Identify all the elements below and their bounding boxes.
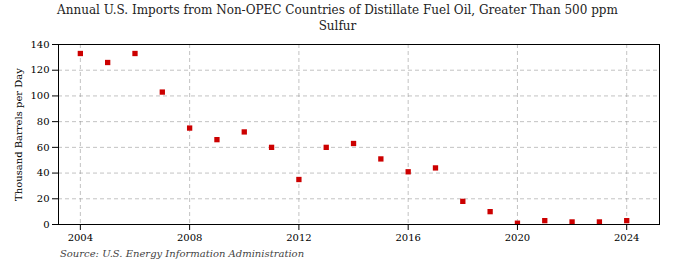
svg-text:2020: 2020: [505, 232, 530, 243]
svg-text:80: 80: [37, 116, 50, 127]
svg-text:140: 140: [30, 39, 49, 50]
svg-text:40: 40: [37, 167, 50, 178]
svg-text:2008: 2008: [177, 232, 202, 243]
svg-text:2004: 2004: [68, 232, 93, 243]
svg-text:Thousand Barrels per Day: Thousand Barrels per Day: [13, 68, 24, 201]
html-text:Source: U.S. Energy Informatio: Source: U.S. Energy Information Administ…: [60, 248, 305, 260]
svg-text:0: 0: [43, 219, 49, 230]
html-text:Annual U.S. Imports from Non-O: Annual U.S. Imports from Non-OPEC Countr…: [57, 3, 618, 33]
svg-text:2024: 2024: [614, 232, 639, 243]
svg-text:100: 100: [30, 90, 49, 101]
svg-text:2016: 2016: [395, 232, 420, 243]
svg-text:20: 20: [37, 193, 50, 204]
svg-text:60: 60: [37, 142, 50, 153]
svg-text:2012: 2012: [286, 232, 311, 243]
svg-text:120: 120: [30, 65, 49, 76]
